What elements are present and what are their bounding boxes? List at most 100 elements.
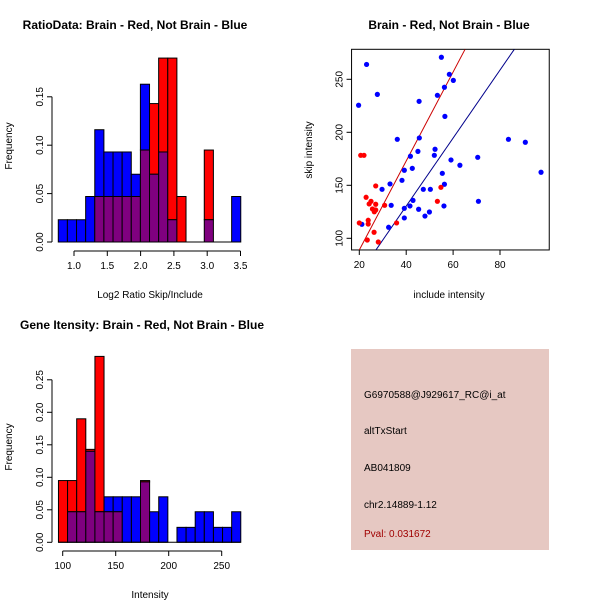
scatter-point-not-brain: [355, 102, 362, 108]
scatter-point-not-brain: [401, 215, 407, 221]
hist2-bar-brain: [67, 480, 78, 513]
hist2-x-tick-label: 200: [160, 561, 177, 572]
hist1-bar-overlap: [121, 196, 132, 243]
scatter-xlabel: include intensity: [413, 290, 484, 301]
scatter-point-not-brain: [434, 92, 440, 98]
scatter-fit-line-blue: [375, 49, 515, 250]
hist1-bar-not-brain: [76, 219, 87, 243]
hist1-y-tick-label: 0.10: [35, 135, 46, 155]
hist2-bar-overlap: [85, 450, 96, 543]
hist2-bar-overlap: [140, 481, 151, 543]
scatter-point-brain: [356, 220, 362, 226]
scatter-point-not-brain: [442, 113, 448, 119]
scatter-point-not-brain: [407, 203, 413, 209]
scatter-point-not-brain: [422, 213, 428, 219]
scatter-point-brain: [371, 229, 377, 235]
scatter-point-not-brain: [441, 84, 448, 90]
hist1-bar-brain: [167, 57, 178, 221]
hist2-y-tick-label: 0.05: [35, 500, 46, 520]
hist1-bar-overlap: [158, 151, 169, 243]
scatter-y-tick-label: 200: [335, 124, 346, 141]
scatter-point-not-brain: [386, 224, 392, 230]
scatter-point-not-brain: [431, 152, 437, 158]
hist1-bar-overlap: [139, 149, 151, 243]
hist2-bar-overlap: [76, 511, 87, 543]
hist2-bar-not-brain: [185, 526, 196, 543]
hist1-bar-not-brain: [121, 151, 132, 198]
scatter-point-not-brain: [448, 157, 454, 163]
hist2-bar-not-brain: [231, 511, 242, 543]
hist2-bar-not-brain: [103, 496, 114, 513]
hist2-bar-not-brain: [176, 526, 187, 543]
hist2-y-tick-label: 0.00: [35, 532, 46, 552]
hist1-y-tick-label: 0.05: [35, 183, 46, 203]
hist2-x-tick-label: 100: [54, 561, 71, 572]
pval: Pval: 0.031672: [364, 529, 431, 540]
scatter-point-brain: [434, 198, 440, 204]
hist2-y-tick-label: 0.25: [35, 370, 46, 390]
scatter-x-tick-label: 60: [448, 260, 460, 271]
hist2-y-tick-label: 0.20: [35, 402, 46, 422]
hist1-bar-not-brain: [103, 151, 114, 198]
hist1-bar-not-brain: [85, 196, 96, 243]
hist1-bar-not-brain: [231, 196, 242, 243]
scatter-point-brain: [363, 194, 369, 200]
scatter-point-not-brain: [441, 203, 447, 209]
hist1-bar-overlap: [149, 173, 160, 243]
scatter-point-not-brain: [394, 136, 400, 142]
scatter-point-not-brain: [439, 170, 445, 176]
hist1-bar-overlap: [203, 219, 214, 243]
scatter-fit-line-red: [358, 49, 466, 250]
hist2-bar-not-brain: [149, 511, 160, 543]
scatter-x-tick-label: 20: [354, 260, 366, 271]
location: chr2.14889-1.12: [364, 500, 437, 511]
scatter-point-not-brain: [374, 91, 380, 97]
hist1-bar-overlap: [112, 196, 123, 243]
hist1-bar-not-brain: [139, 83, 151, 151]
hist1-bar-brain: [158, 57, 169, 153]
hist2-y-tick-label: 0.10: [35, 467, 46, 487]
hist2-ylabel: Frequency: [4, 423, 15, 470]
scatter-point-brain: [366, 201, 372, 207]
probe-id: G6970588@J929617_RC@i_at: [364, 390, 506, 401]
hist1-ylabel: Frequency: [4, 122, 15, 169]
scatter-point-not-brain: [538, 169, 544, 175]
hist2-bar-overlap: [67, 511, 78, 543]
hist2-bar-not-brain: [121, 496, 132, 543]
hist1-y-tick-label: 0.15: [35, 87, 46, 107]
scatter-title: Brain - Red, Not Brain - Blue: [368, 18, 530, 32]
scatter-point-not-brain: [416, 98, 422, 104]
hist2-y-tick-label: 0.15: [35, 435, 46, 455]
scatter-y-tick-label: 250: [335, 71, 346, 88]
hist1-bar-not-brain: [94, 129, 105, 198]
hist1-bar-brain: [149, 103, 160, 175]
hist2-bar-brain: [57, 480, 69, 543]
scatter-point-not-brain: [416, 206, 422, 212]
scatter-point-brain: [364, 237, 370, 243]
scatter-point-not-brain: [363, 61, 370, 68]
hist1-x-tick-label: 2.0: [134, 261, 148, 272]
scatter-point-brain: [393, 220, 400, 226]
hist1-bar-overlap: [167, 219, 178, 243]
scatter-point-not-brain: [410, 197, 416, 203]
scatter-point-not-brain: [409, 165, 415, 171]
hist1-x-tick-label: 3.0: [200, 261, 214, 272]
scatter-y-tick-label: 150: [335, 177, 346, 194]
scatter-point-brain: [371, 209, 377, 215]
hist2-bar-brain: [76, 418, 87, 513]
scatter-point-brain: [365, 217, 371, 223]
hist1-bar-not-brain: [57, 219, 68, 243]
hist1-y-tick-label: 0.00: [35, 232, 46, 252]
scatter-point-not-brain: [379, 186, 385, 192]
hist2-x-tick-label: 150: [107, 561, 124, 572]
hist1-bar-not-brain: [112, 151, 123, 198]
scatter-point-not-brain: [475, 198, 482, 204]
scatter-point-not-brain: [475, 154, 481, 160]
hist1-bar-overlap: [130, 196, 141, 243]
hist1-x-tick-label: 3.5: [234, 261, 248, 272]
scatter-point-not-brain: [446, 71, 452, 77]
hist2-bar-not-brain: [194, 511, 205, 543]
scatter-point-brain: [373, 201, 379, 207]
scatter-point-not-brain: [426, 209, 433, 215]
hist2-bar-not-brain: [203, 511, 214, 543]
